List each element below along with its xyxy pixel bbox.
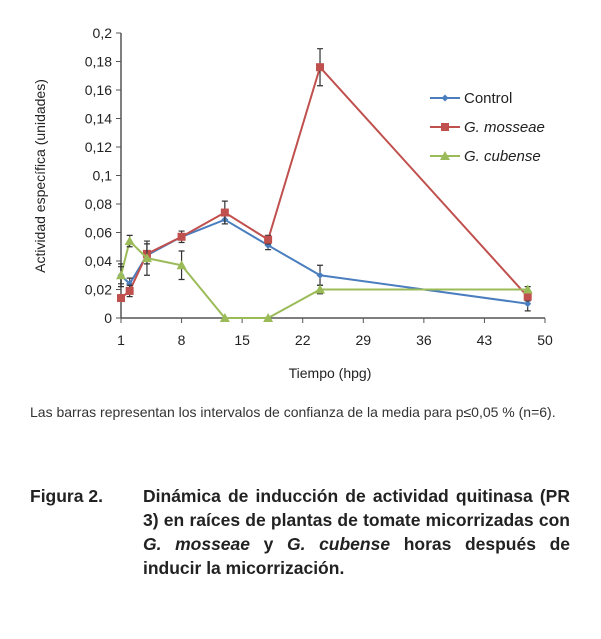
y-tick-label: 0 [104, 310, 112, 326]
y-tick-label: 0,1 [93, 168, 113, 184]
x-tick-label: 36 [416, 332, 432, 348]
y-tick-label: 0,14 [85, 111, 112, 127]
data-point [141, 253, 152, 263]
data-point [315, 284, 326, 294]
data-point [177, 232, 186, 241]
data-point [524, 300, 532, 308]
data-point [116, 270, 126, 280]
caption-part: horas después de inducir la micorrizació… [143, 534, 570, 578]
data-point [522, 284, 533, 294]
legend-marker [441, 123, 449, 131]
legend-marker [441, 94, 449, 102]
caption-label: Figura 2. [30, 486, 103, 506]
data-point [263, 313, 274, 322]
y-axis-label: Actividad específica (unidades) [32, 79, 48, 273]
data-point [523, 292, 532, 301]
x-tick-label: 50 [537, 332, 553, 348]
line-chart: 0 0,02 0,04 0,06 0,08 0,1 0,12 0,14 0,16 0,18 0,2 1… [32, 25, 553, 381]
caption-species: G. mosseae [143, 534, 251, 554]
legend-marker [440, 151, 450, 160]
x-tick-label: 1 [117, 332, 125, 348]
y-tick-label: 0,16 [85, 82, 112, 98]
y-tick-label: 0,08 [85, 196, 112, 212]
x-tick-label: 15 [234, 332, 250, 348]
chart-note: Las barras representan los intervalos de… [30, 404, 556, 420]
data-point [316, 271, 324, 279]
figure-caption: Figura 2. Dinámica de inducción de activ… [30, 484, 570, 580]
caption-text: Dinámica de inducción de actividad quiti… [143, 484, 570, 580]
y-tick-label: 0,18 [85, 54, 112, 70]
caption-part: y [250, 534, 287, 554]
caption-part: Dinámica de inducción de actividad quiti… [143, 486, 570, 530]
x-tick-label: 8 [178, 332, 186, 348]
data-point [316, 63, 325, 72]
legend-label: G. cubense [464, 148, 541, 165]
data-point [176, 260, 187, 270]
y-tick-label: 0,04 [85, 253, 112, 269]
series-line-0 [120, 218, 528, 305]
data-point [264, 235, 273, 244]
legend-label: Control [464, 90, 512, 107]
data-point [125, 286, 134, 295]
data-point [124, 236, 135, 246]
y-tick-label: 0,02 [85, 282, 112, 298]
legend-label: G. mosseae [464, 119, 545, 136]
y-tick-label: 0,06 [85, 225, 112, 241]
data-point [219, 313, 230, 322]
y-tick-label: 0,12 [85, 139, 112, 155]
caption-species: G. cubense [286, 534, 391, 554]
y-tick-label: 0,2 [93, 25, 113, 41]
x-tick-label: 43 [477, 332, 493, 348]
x-axis-label: Tiempo (hpg) [289, 365, 372, 381]
data-point [117, 294, 125, 303]
data-point [220, 208, 229, 217]
x-tick-label: 22 [295, 332, 311, 348]
x-tick-label: 29 [355, 332, 371, 348]
